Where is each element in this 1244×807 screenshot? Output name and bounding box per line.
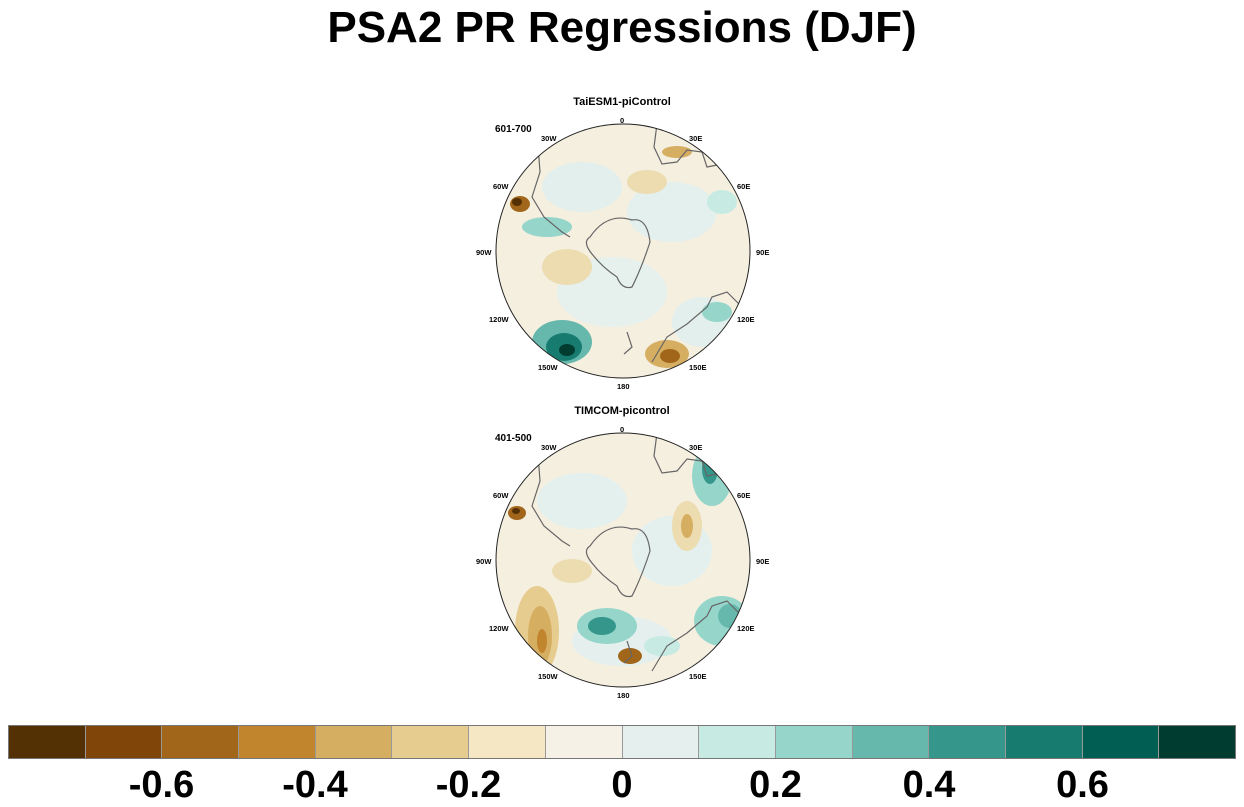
lon-label: 0 bbox=[620, 116, 625, 125]
colorbar-label: -0.4 bbox=[282, 764, 348, 806]
colorbar-label: 0.6 bbox=[1056, 764, 1109, 806]
lon-label: 0 bbox=[620, 425, 625, 434]
polar-map bbox=[495, 123, 751, 379]
colorbar-box bbox=[239, 726, 316, 758]
colorbar-box bbox=[315, 726, 393, 758]
lon-label: 90E bbox=[756, 557, 770, 566]
panel-years: 601-700 bbox=[495, 124, 532, 135]
lon-label: 30E bbox=[689, 134, 703, 143]
colorbar-box bbox=[1005, 726, 1083, 758]
lon-label: 150E bbox=[689, 363, 707, 372]
colorbar-box bbox=[775, 726, 853, 758]
lon-label: 90W bbox=[476, 557, 492, 566]
lon-label: 60E bbox=[737, 491, 751, 500]
colorbar-label: 0 bbox=[611, 764, 633, 806]
colorbar-box bbox=[85, 726, 163, 758]
lon-label: 180 bbox=[617, 691, 630, 700]
colorbar-label: -0.2 bbox=[435, 764, 502, 806]
lon-label: 150W bbox=[538, 672, 558, 681]
lon-label: 30W bbox=[541, 443, 557, 452]
map-boundary bbox=[495, 432, 751, 688]
panel-years: 401-500 bbox=[495, 433, 532, 444]
precipitation-field bbox=[508, 433, 750, 676]
map-panel-taiesm1: TaiESM1-piControl 601-700 bbox=[472, 92, 772, 391]
colorbar-box bbox=[699, 726, 776, 758]
colorbar-box bbox=[392, 726, 470, 758]
polar-map bbox=[495, 432, 751, 688]
colorbar-box bbox=[9, 726, 86, 758]
lon-label: 120E bbox=[737, 315, 755, 324]
map-boundary bbox=[495, 123, 751, 379]
map-panel-timcom: TIMCOM-picontrol 401-500 bbox=[472, 401, 772, 700]
colorbar-label: 0.4 bbox=[902, 764, 956, 806]
lon-label: 90E bbox=[756, 248, 770, 257]
lon-label: 60W bbox=[493, 182, 509, 191]
lon-label: 60W bbox=[493, 491, 509, 500]
panel-title: TaiESM1-piControl bbox=[573, 96, 671, 108]
lon-label: 120W bbox=[489, 624, 509, 633]
colorbar bbox=[8, 725, 1236, 759]
lon-label: 150W bbox=[538, 363, 558, 372]
colorbar-box bbox=[852, 726, 930, 758]
lon-label: 30W bbox=[541, 134, 557, 143]
lon-label: 120W bbox=[489, 315, 509, 324]
colorbar-box bbox=[469, 726, 546, 758]
lon-label: 180 bbox=[617, 382, 630, 391]
lon-label: 60E bbox=[737, 182, 751, 191]
precipitation-field bbox=[510, 124, 743, 368]
lon-label: 120E bbox=[737, 624, 755, 633]
lon-label: 150E bbox=[689, 672, 707, 681]
lon-label: 30E bbox=[689, 443, 703, 452]
colorbar-label: -0.6 bbox=[128, 764, 195, 806]
colorbar-box bbox=[162, 726, 240, 758]
lon-label: 90W bbox=[476, 248, 492, 257]
colorbar-box bbox=[545, 726, 623, 758]
colorbar-box bbox=[1159, 726, 1235, 758]
colorbar-label: 0.2 bbox=[749, 764, 802, 806]
colorbar-box bbox=[622, 726, 700, 758]
colorbar-box bbox=[929, 726, 1006, 758]
figure-title: PSA2 PR Regressions (DJF) bbox=[327, 3, 917, 52]
colorbar-box bbox=[1082, 726, 1160, 758]
panel-title: TIMCOM-picontrol bbox=[574, 405, 670, 417]
